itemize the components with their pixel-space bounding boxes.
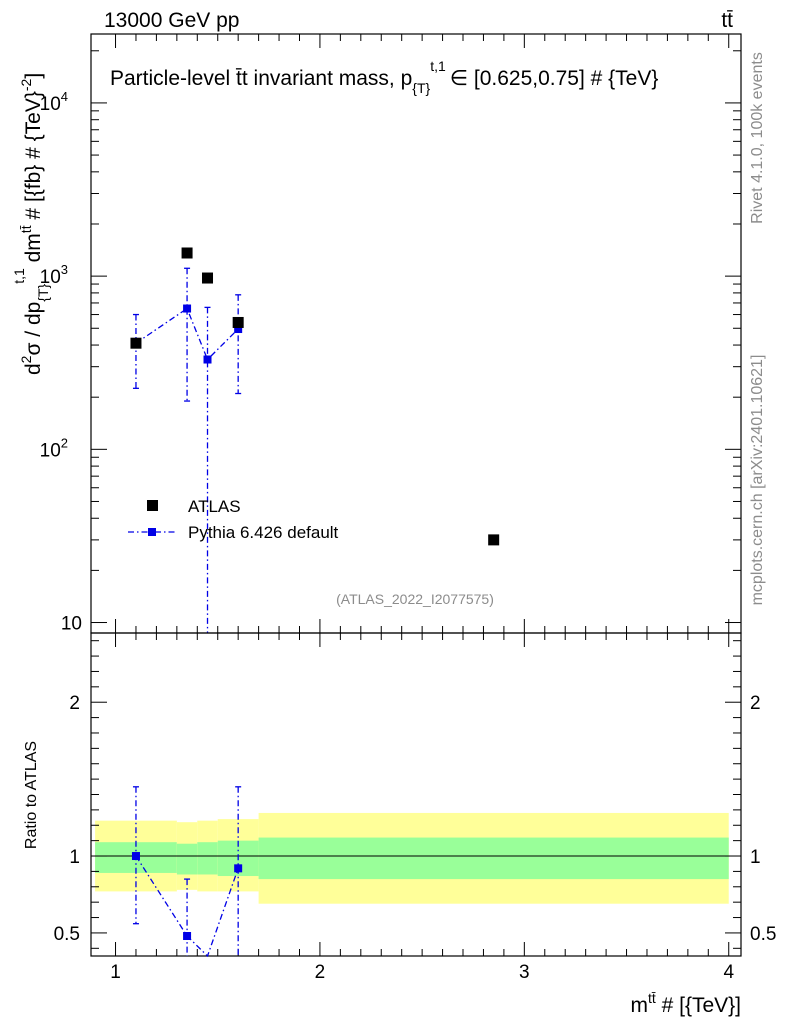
tick-base: 10 — [40, 440, 61, 461]
x-tick-label-1: 2 — [315, 962, 326, 983]
ratio-band-inner-2 — [197, 842, 218, 875]
main-title-sub: {T} — [412, 80, 430, 96]
ratio-plot-area: 1 2 3 4 0.5 0.5 1 1 2 2 — [54, 632, 776, 983]
xlabel-c: # [{TeV}] — [656, 994, 741, 1017]
ylabel-d: {T} — [35, 283, 51, 301]
main-y-tick-label-0: 10 — [61, 614, 82, 635]
side-url: mcplots.cern.ch [arXiv:2401.10621] — [749, 355, 766, 606]
main-ylabel: d2σ / dp{T} t,1 dmtt̄ # [{fb} # {TeV}-2] — [11, 73, 51, 375]
ylabel-e: t,1 — [11, 268, 27, 284]
ylabel-h: # [{fb} # {TeV} — [22, 91, 45, 225]
atlas-point-2 — [202, 272, 214, 284]
ratio-y-tick-label-left-1: 1 — [69, 847, 80, 868]
ratio-y-tick-label-left-2: 2 — [69, 693, 80, 714]
x-tick-label-2: 3 — [519, 962, 530, 983]
legend-atlas-marker — [147, 500, 158, 511]
x-axis-label: mtt̄ # [{TeV}] — [630, 990, 741, 1017]
header-right: tt̄ — [721, 9, 733, 32]
ratio-y-tick-label-right-2: 2 — [750, 693, 761, 714]
ylabel-c: σ / dp — [22, 302, 45, 356]
main-frame — [90, 33, 742, 634]
main-y-tick-label-2: 103 — [40, 262, 68, 288]
main-title-text: Particle-level t̄t invariant mass, p — [110, 67, 412, 90]
ratio-y-tick-label-left-0: 0.5 — [54, 924, 80, 945]
pythia-point-2 — [203, 355, 212, 364]
header-left: 13000 GeV pp — [104, 9, 239, 32]
ratio-pythia-line — [135, 855, 239, 958]
ylabel-j: ] — [22, 73, 45, 79]
tick-exponent: 3 — [61, 262, 68, 277]
xlabel-a: m — [630, 994, 648, 1017]
atlas-point-3 — [232, 316, 244, 328]
xlabel-b: tt̄ — [648, 990, 656, 1006]
main-y-tick-label-3: 104 — [40, 89, 68, 115]
tick-base: 10 — [40, 94, 61, 115]
ratio-band-inner-1 — [176, 843, 198, 875]
pythia-line — [135, 307, 239, 361]
x-tick-label-0: 1 — [110, 962, 121, 983]
tick-base: 10 — [40, 267, 61, 288]
ratio-ylabel: Ratio to ATLAS — [23, 741, 40, 849]
legend-atlas-label: ATLAS — [188, 497, 241, 516]
ylabel-g: tt̄ — [18, 225, 34, 233]
ratio-pythia-point-1 — [183, 932, 192, 941]
main-title-tail: ∈ [0.625,0.75] # {TeV} — [450, 67, 659, 90]
ylabel-a: d — [22, 363, 45, 375]
ylabel-i: -2 — [18, 78, 34, 91]
main-title-sup: t,1 — [430, 58, 446, 74]
tick-exponent: 4 — [61, 89, 68, 104]
atlas-point-1 — [181, 247, 193, 259]
tick-base: 10 — [61, 614, 82, 635]
ylabel-b: 2 — [18, 355, 34, 363]
pythia-point-3 — [234, 325, 243, 334]
main-y-tick-label-1: 102 — [40, 435, 68, 461]
pythia-point-1 — [183, 304, 192, 313]
tick-exponent: 2 — [61, 435, 68, 450]
legend-pythia-marker — [148, 528, 156, 536]
ratio-plot-marks — [131, 786, 243, 958]
atlas-point-4 — [488, 534, 500, 546]
ratio-pythia-point-3 — [234, 864, 243, 873]
ratio-band-inner-4 — [258, 837, 729, 880]
watermark: (ATLAS_2022_I2077575) — [336, 591, 494, 607]
ylabel-f: dm — [22, 233, 45, 268]
main-title: Particle-level t̄t invariant mass, p{T}t… — [110, 58, 658, 96]
ratio-pythia-point-0 — [131, 852, 140, 861]
legend-pythia-label: Pythia 6.426 default — [188, 523, 339, 542]
ratio-y-tick-label-right-1: 1 — [750, 847, 761, 868]
ratio-frame — [90, 632, 742, 957]
main-plot-marks — [130, 247, 500, 633]
atlas-point-0 — [130, 337, 142, 349]
ratio-y-tick-label-right-0: 0.5 — [750, 924, 776, 945]
side-rivet: Rivet 4.1.0, 100k events — [749, 52, 766, 224]
x-tick-label-3: 4 — [723, 962, 734, 983]
